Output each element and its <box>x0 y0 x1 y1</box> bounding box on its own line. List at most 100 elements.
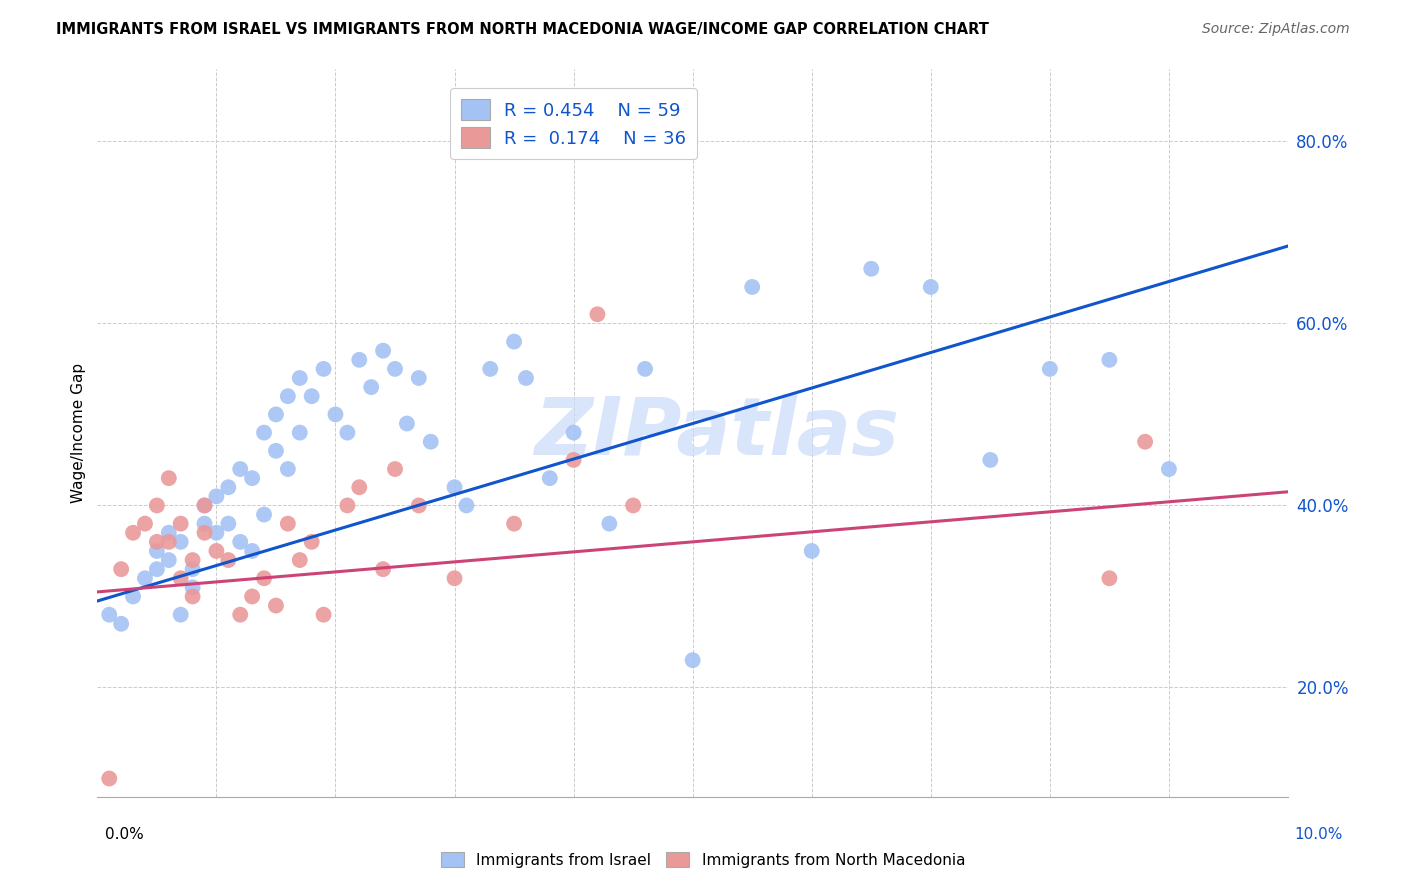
Point <box>157 553 180 567</box>
Point <box>312 607 335 622</box>
Point <box>443 571 465 585</box>
Point <box>288 425 311 440</box>
Point <box>146 499 169 513</box>
Point <box>312 362 335 376</box>
Point <box>110 562 132 576</box>
Text: ZIPatlas: ZIPatlas <box>534 393 898 472</box>
Point <box>134 571 156 585</box>
Point <box>170 534 193 549</box>
Point <box>170 571 193 585</box>
Point <box>301 534 323 549</box>
Point <box>562 425 585 440</box>
Point <box>134 516 156 531</box>
Point <box>229 462 252 476</box>
Point <box>193 499 215 513</box>
Point <box>181 562 204 576</box>
Point <box>325 408 347 422</box>
Point <box>682 653 704 667</box>
Point <box>1098 352 1121 367</box>
Point <box>193 516 215 531</box>
Point <box>181 590 204 604</box>
Point <box>503 334 526 349</box>
Point <box>122 525 145 540</box>
Point <box>288 371 311 385</box>
Point <box>288 553 311 567</box>
Point <box>741 280 763 294</box>
Point <box>170 516 193 531</box>
Point <box>371 562 394 576</box>
Point <box>1133 434 1156 449</box>
Point <box>349 352 371 367</box>
Point <box>110 616 132 631</box>
Point <box>181 553 204 567</box>
Point <box>98 607 121 622</box>
Point <box>217 480 239 494</box>
Point <box>146 534 169 549</box>
Point <box>384 362 406 376</box>
Point <box>1039 362 1062 376</box>
Point <box>515 371 537 385</box>
Point <box>360 380 382 394</box>
Point <box>98 772 121 786</box>
Point <box>349 480 371 494</box>
Point <box>229 607 252 622</box>
Point <box>277 389 299 403</box>
Point <box>157 471 180 485</box>
Point <box>621 499 644 513</box>
Point <box>253 571 276 585</box>
Point <box>277 516 299 531</box>
Point <box>181 580 204 594</box>
Point <box>217 516 239 531</box>
Text: 10.0%: 10.0% <box>1295 827 1343 842</box>
Point <box>217 553 239 567</box>
Point <box>205 525 228 540</box>
Point <box>503 516 526 531</box>
Point <box>264 408 287 422</box>
Point <box>122 590 145 604</box>
Legend: R = 0.454    N = 59, R =  0.174    N = 36: R = 0.454 N = 59, R = 0.174 N = 36 <box>450 88 697 159</box>
Y-axis label: Wage/Income Gap: Wage/Income Gap <box>72 362 86 503</box>
Point <box>860 261 883 276</box>
Point <box>1157 462 1180 476</box>
Point <box>443 480 465 494</box>
Point <box>205 489 228 503</box>
Point <box>562 453 585 467</box>
Point <box>157 525 180 540</box>
Text: Source: ZipAtlas.com: Source: ZipAtlas.com <box>1202 22 1350 37</box>
Point <box>598 516 620 531</box>
Point <box>277 462 299 476</box>
Point <box>371 343 394 358</box>
Point <box>253 508 276 522</box>
Point <box>170 607 193 622</box>
Point <box>240 590 263 604</box>
Point <box>264 599 287 613</box>
Point <box>205 544 228 558</box>
Point <box>395 417 418 431</box>
Legend: Immigrants from Israel, Immigrants from North Macedonia: Immigrants from Israel, Immigrants from … <box>434 846 972 873</box>
Point <box>1098 571 1121 585</box>
Point <box>240 471 263 485</box>
Point <box>264 443 287 458</box>
Point <box>146 544 169 558</box>
Point <box>479 362 502 376</box>
Text: IMMIGRANTS FROM ISRAEL VS IMMIGRANTS FROM NORTH MACEDONIA WAGE/INCOME GAP CORREL: IMMIGRANTS FROM ISRAEL VS IMMIGRANTS FRO… <box>56 22 988 37</box>
Point <box>384 462 406 476</box>
Point <box>240 544 263 558</box>
Point <box>193 499 215 513</box>
Point <box>253 425 276 440</box>
Point <box>229 534 252 549</box>
Point <box>408 499 430 513</box>
Point <box>146 562 169 576</box>
Point <box>408 371 430 385</box>
Point <box>157 534 180 549</box>
Point <box>586 307 609 321</box>
Point <box>336 499 359 513</box>
Point <box>800 544 823 558</box>
Point <box>301 389 323 403</box>
Point <box>193 525 215 540</box>
Point <box>979 453 1001 467</box>
Text: 0.0%: 0.0% <box>105 827 145 842</box>
Point <box>336 425 359 440</box>
Point <box>920 280 942 294</box>
Point <box>538 471 561 485</box>
